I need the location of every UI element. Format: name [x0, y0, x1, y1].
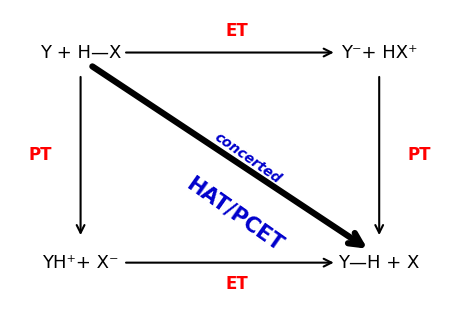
Text: HAT/PCET: HAT/PCET: [182, 174, 286, 255]
Text: PT: PT: [28, 146, 52, 163]
Text: Y⁻+ HX⁺: Y⁻+ HX⁺: [341, 44, 418, 61]
Text: YH⁺+ X⁻: YH⁺+ X⁻: [42, 254, 119, 272]
Text: PT: PT: [408, 146, 431, 163]
Text: Y—H + X: Y—H + X: [338, 254, 420, 272]
Text: ET: ET: [226, 275, 248, 293]
Text: ET: ET: [226, 22, 248, 40]
Text: Y + H—X: Y + H—X: [40, 44, 121, 61]
Text: concerted: concerted: [212, 130, 284, 187]
